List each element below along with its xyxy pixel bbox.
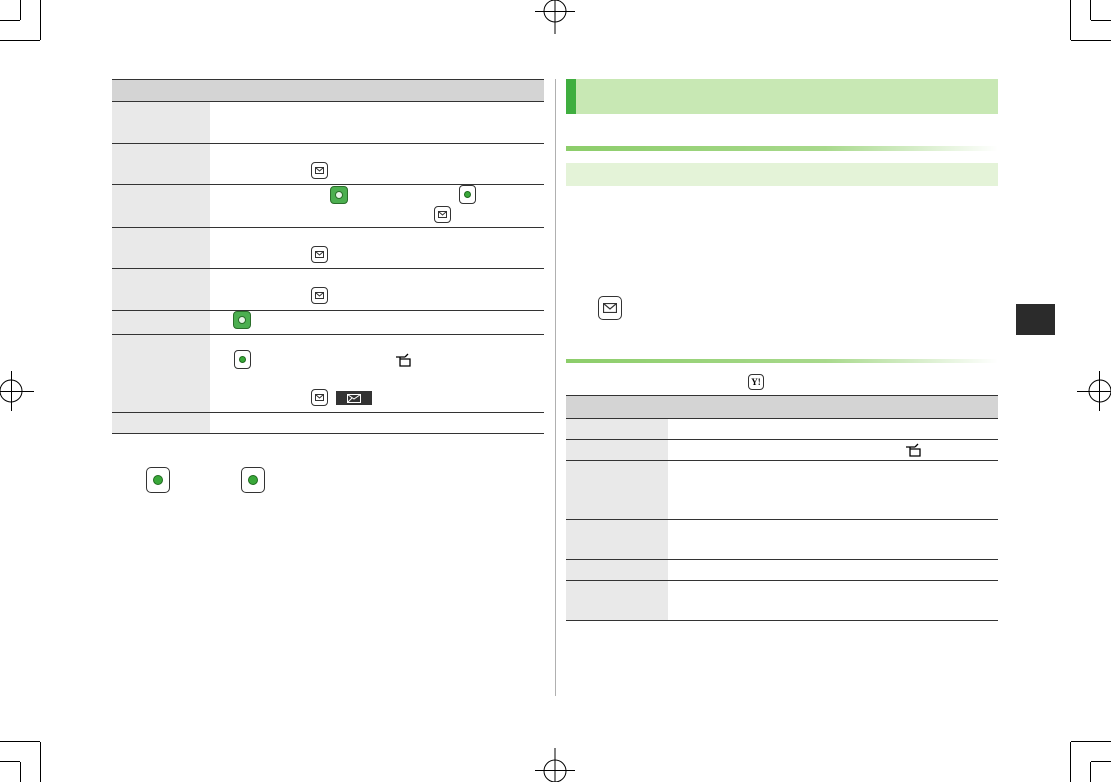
row-label-cell <box>112 144 210 184</box>
table-row <box>112 102 544 144</box>
table-row <box>566 440 998 461</box>
table-header <box>112 79 544 102</box>
center-key-icon <box>146 467 170 493</box>
chapter-side-tab[interactable] <box>1016 304 1055 335</box>
row-label-cell <box>112 228 210 268</box>
registration-mark-icon <box>0 371 34 411</box>
row-label-cell <box>112 311 210 334</box>
settings-table <box>566 395 998 621</box>
table-row <box>112 311 544 335</box>
page-divider <box>555 79 556 696</box>
row-label-cell <box>566 461 668 519</box>
multi-selector-icon <box>330 186 348 204</box>
registration-mark-icon <box>535 748 575 782</box>
mail-softkey-icon <box>336 391 372 405</box>
subsection-rule <box>566 359 998 363</box>
center-key-icon <box>459 185 476 204</box>
row-label-cell <box>112 185 210 227</box>
registration-mark-icon <box>535 0 575 34</box>
row-label-cell <box>566 560 668 580</box>
row-label-cell <box>112 269 210 310</box>
mail-key-icon <box>311 287 328 304</box>
yahoo-key-icon: Y! <box>748 374 764 390</box>
subsection-heading-band <box>566 163 998 186</box>
table-row <box>112 144 544 185</box>
mail-key-icon <box>598 296 622 320</box>
mail-key-icon <box>311 246 328 263</box>
row-label-cell <box>112 413 210 433</box>
registration-mark-icon <box>1077 371 1111 411</box>
table-row <box>566 520 998 560</box>
table-header <box>566 395 998 419</box>
mail-key-icon <box>434 206 451 223</box>
reference-pointer-icon <box>396 353 411 367</box>
multi-selector-icon <box>233 311 251 329</box>
row-label-cell <box>112 102 210 143</box>
row-label-cell <box>566 419 668 439</box>
mail-key-icon <box>311 162 328 179</box>
subsection-rule <box>566 146 998 151</box>
row-label-cell <box>566 581 668 620</box>
table-row <box>112 413 544 434</box>
row-label-cell <box>566 440 668 460</box>
table-row <box>566 581 998 621</box>
table-row <box>566 560 998 581</box>
table-row <box>112 335 544 413</box>
table-row <box>112 228 544 269</box>
table-row <box>112 269 544 311</box>
table-row <box>566 461 998 520</box>
section-heading-band <box>566 79 998 114</box>
options-table <box>112 79 544 434</box>
mail-key-icon <box>311 389 328 406</box>
reference-pointer-icon <box>906 443 921 457</box>
section-heading-accent <box>566 79 576 114</box>
row-label-cell <box>112 335 210 412</box>
table-row <box>566 419 998 440</box>
center-key-icon <box>234 350 251 369</box>
row-label-cell <box>566 520 668 559</box>
center-key-icon <box>241 467 265 493</box>
table-row <box>112 185 544 228</box>
